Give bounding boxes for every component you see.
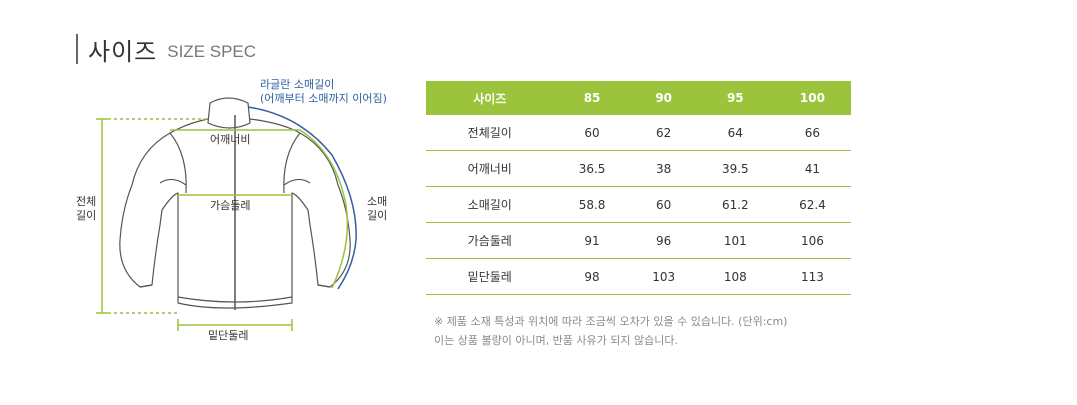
table-cell: 60 — [630, 186, 697, 223]
table-row: 밑단둘레 98 103 108 113 — [426, 258, 851, 295]
row-label: 어깨너비 — [426, 150, 554, 187]
table-cell: 101 — [696, 222, 774, 259]
header-95: 95 — [696, 81, 774, 115]
table-cell: 62 — [630, 115, 697, 151]
total-length-label-2: 길이 — [76, 209, 97, 222]
row-label: 소매길이 — [426, 186, 554, 223]
table-cell: 58.8 — [553, 186, 631, 223]
header-85: 85 — [553, 81, 631, 115]
section-title: 사이즈 SIZE SPEC — [76, 34, 257, 66]
table-cell: 64 — [696, 115, 774, 151]
chest-label: 가슴둘레 — [210, 199, 251, 212]
title-divider — [76, 34, 78, 64]
table-cell: 36.5 — [553, 150, 631, 187]
table-cell: 113 — [773, 258, 851, 295]
table-cell: 61.2 — [696, 186, 774, 223]
sleeve-length-label-2: 길이 — [367, 209, 388, 222]
row-label: 가슴둘레 — [426, 222, 554, 259]
header-90: 90 — [630, 81, 697, 115]
table-cell: 62.4 — [773, 186, 851, 223]
raglan-sleeve-sublabel: (어깨부터 소매까지 이어짐) — [260, 92, 387, 105]
row-label: 밑단둘레 — [426, 258, 554, 295]
table-cell: 91 — [553, 222, 631, 259]
table-header-row: 사이즈 85 90 95 100 — [426, 81, 851, 115]
page-title: 사이즈 — [88, 37, 158, 66]
table-cell: 66 — [773, 115, 851, 151]
table-cell: 98 — [553, 258, 631, 295]
sleeve-length-label-1: 소매 — [367, 195, 388, 208]
table-cell: 108 — [696, 258, 774, 295]
total-length-label-1: 전체 — [76, 195, 97, 208]
table-cell: 96 — [630, 222, 697, 259]
jacket-size-diagram: 라글란 소매길이 (어깨부터 소매까지 이어짐) 어깨너비 가슴둘레 전체 길이… — [60, 75, 410, 355]
table-cell: 103 — [630, 258, 697, 295]
table-cell: 38 — [630, 150, 697, 187]
notice-text-1: ※ 제품 소재 특성과 위치에 따라 조금씩 오차가 있을 수 있습니다. (단… — [434, 315, 788, 328]
header-size: 사이즈 — [426, 81, 554, 115]
page-subtitle: SIZE SPEC — [167, 42, 257, 61]
notice-text-2: 이는 상품 불량이 아니며, 반품 사유가 되지 않습니다. — [434, 334, 678, 347]
hem-label: 밑단둘레 — [208, 329, 249, 342]
row-label: 전체길이 — [426, 115, 554, 151]
table-row: 어깨너비 36.5 38 39.5 41 — [426, 150, 851, 187]
table-cell: 60 — [553, 115, 631, 151]
jacket-illustration — [96, 97, 357, 331]
raglan-sleeve-label: 라글란 소매길이 — [260, 78, 335, 91]
table-cell: 39.5 — [696, 150, 774, 187]
table-row: 소매길이 58.8 60 61.2 62.4 — [426, 186, 851, 223]
table-cell: 41 — [773, 150, 851, 187]
table-row: 가슴둘레 91 96 101 106 — [426, 222, 851, 259]
table-cell: 106 — [773, 222, 851, 259]
table-row: 전체길이 60 62 64 66 — [426, 115, 851, 151]
header-100: 100 — [773, 81, 851, 115]
shoulder-width-label: 어깨너비 — [210, 133, 251, 146]
size-spec-table: 사이즈 85 90 95 100 전체길이 60 62 64 66 어깨너비 3… — [426, 81, 851, 295]
